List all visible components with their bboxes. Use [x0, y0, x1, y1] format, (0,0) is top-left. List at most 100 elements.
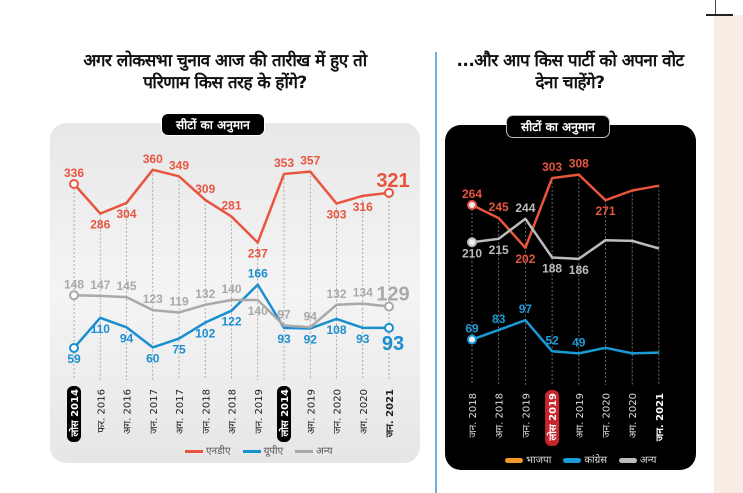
data-label: 140	[248, 304, 268, 318]
highlight-pill	[277, 386, 291, 442]
legend-swatch	[505, 457, 523, 463]
x-tick-label: अग. 2017	[175, 389, 186, 434]
x-tick-label-text: जन. 2020	[333, 389, 344, 434]
x-tick-label: अग. 2016	[123, 389, 134, 434]
x-tick-label-text: जन. 2020	[602, 393, 613, 438]
data-label: 122	[221, 315, 241, 329]
x-tick-label-text: अग. 2019	[306, 389, 317, 434]
x-tick-label: जन. 2019	[254, 389, 265, 434]
x-tick-label: जन. 2020	[602, 393, 613, 438]
data-label: 75	[172, 343, 186, 357]
x-tick-label: जन. 2018	[468, 393, 479, 438]
column-divider	[435, 52, 437, 493]
series-line-0	[73, 168, 390, 244]
legend-item: यूपीए	[242, 443, 284, 457]
x-tick-label: लोस 2019	[545, 390, 560, 446]
data-label: 134	[353, 286, 373, 300]
x-tick-label-text: जन. 2021	[385, 389, 396, 438]
series-start-marker	[467, 200, 477, 210]
x-tick-label-text: फर. 2016	[96, 389, 107, 433]
data-label: 147	[90, 278, 110, 292]
data-label: 303	[326, 208, 346, 222]
data-label: 132	[326, 287, 346, 301]
x-tick-label-text: जन. 2019	[254, 389, 265, 434]
data-label: 336	[64, 166, 84, 180]
x-tick-label: जन. 2018	[201, 389, 212, 434]
x-tick-label-text: जन. 2019	[521, 393, 532, 438]
data-label: 357	[300, 154, 320, 168]
series-end-marker	[384, 187, 394, 198]
data-label: 360	[143, 152, 163, 166]
x-tick-label-text: जन. 2017	[149, 389, 160, 434]
data-label: 97	[277, 307, 291, 321]
x-tick-label-text: अग. 2019	[575, 393, 586, 438]
series-end-marker	[384, 301, 394, 312]
left-chart-title: अगर लोकसभा चुनाव आज की तारीख में हुए तो …	[83, 51, 367, 93]
legend-swatch	[242, 449, 261, 453]
data-label: 264	[462, 187, 482, 201]
data-label: 210	[462, 246, 482, 260]
data-label: 309	[195, 182, 215, 196]
legend-item: कांग्रेस	[563, 452, 607, 466]
data-label: 245	[489, 200, 509, 214]
highlight-pill	[545, 390, 560, 446]
x-tick-label: लोस 2014	[277, 386, 291, 442]
x-tick-label-text: जन. 2018	[468, 393, 479, 438]
series-start-marker	[467, 334, 477, 345]
data-label: 308	[569, 157, 589, 171]
data-label: 69	[465, 322, 479, 336]
data-label: 321	[376, 170, 409, 192]
right-seat-estimate-badge: सीटों का अनुमान	[506, 115, 610, 138]
legend-swatch	[618, 457, 637, 463]
legend-label: भाजपा	[526, 455, 552, 466]
x-tick-label-text: अग. 2016	[123, 389, 134, 434]
data-label: 286	[90, 218, 110, 232]
data-label: 166	[248, 267, 268, 281]
x-tick-label: अग. 2020	[628, 393, 639, 438]
legend-label: अन्य	[639, 455, 657, 466]
data-label: 123	[143, 292, 163, 306]
data-label: 271	[595, 204, 615, 218]
right-chart-panel	[445, 125, 696, 470]
left-seat-estimate-badge: सीटों का अनुमान	[161, 113, 265, 136]
data-label: 304	[116, 207, 136, 221]
x-tick-label: अग. 2018	[228, 389, 239, 434]
data-label: 349	[169, 158, 189, 172]
data-label: 140	[221, 282, 241, 296]
x-tick-label: फर. 2016	[96, 389, 107, 433]
series-start-marker	[69, 179, 79, 189]
x-tick-label-text: लोस 2014	[278, 389, 291, 437]
legend-item: अन्य	[295, 443, 333, 457]
x-tick-label: अग. 2018	[495, 393, 506, 438]
data-label: 202	[515, 252, 535, 266]
data-label: 237	[248, 247, 268, 261]
data-label: 102	[195, 327, 215, 341]
series-line-1	[73, 283, 389, 349]
x-tick-label: जन. 2017	[149, 389, 160, 434]
right-legend: भाजपा कांग्रेस अन्य	[505, 452, 656, 466]
page-edge-strip	[714, 15, 743, 493]
x-tick-label: जन. 2019	[521, 393, 532, 438]
data-label: 148	[64, 277, 84, 291]
x-tick-label-text: जन. 2021	[655, 393, 666, 442]
data-label: 145	[116, 279, 136, 293]
right-chart-title: ...और आप किस पार्टी को अपना वोट देना चाह…	[456, 51, 684, 93]
legend-label: यूपीए	[263, 446, 284, 457]
data-label: 132	[195, 287, 215, 301]
x-tick-label: लोस 2014	[67, 386, 81, 442]
x-tick-label-text: अग. 2020	[359, 389, 370, 434]
x-tick-label: अग. 2019	[575, 393, 586, 438]
legend-swatch	[563, 457, 582, 463]
data-label: 92	[304, 332, 318, 346]
data-label: 94	[120, 331, 134, 345]
data-label: 93	[356, 332, 370, 346]
legend-swatch	[295, 449, 314, 453]
data-label: 108	[326, 323, 346, 337]
series-end-marker	[384, 322, 394, 333]
series-line-1	[471, 318, 659, 355]
x-tick-label-text: अग. 2017	[175, 389, 186, 434]
x-tick-label: अग. 2020	[359, 389, 370, 434]
data-label: 129	[376, 284, 409, 306]
legend-item: एनडीए	[185, 443, 231, 457]
data-label: 353	[274, 156, 294, 170]
